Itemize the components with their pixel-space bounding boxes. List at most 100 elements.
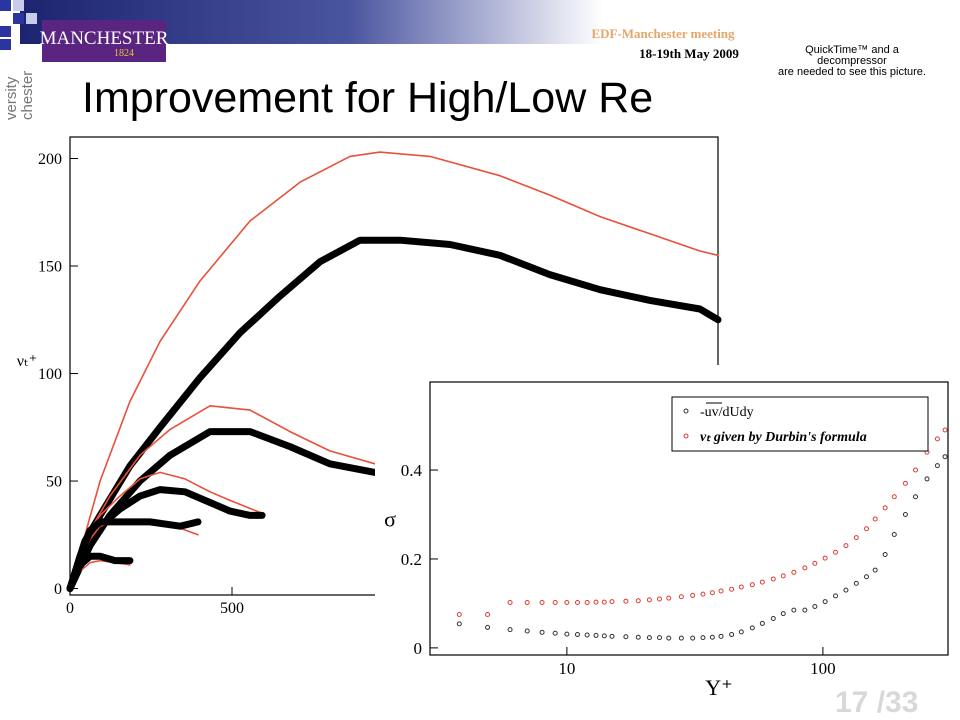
legend-box [671, 396, 929, 452]
quicktime-line: QuickTime™ and a [805, 44, 900, 56]
data-point [690, 592, 696, 598]
data-point [485, 612, 491, 618]
meeting: EDF-Manchester meeting [591, 26, 735, 41]
logo-box [42, 20, 166, 62]
y-tick-label: 100 [38, 366, 62, 383]
data-point [709, 634, 715, 640]
x-tick-label: 0 [66, 600, 74, 617]
series-line [69, 151, 719, 590]
x-tick-label: 500 [220, 600, 244, 617]
data-point [700, 591, 706, 597]
data-point [635, 634, 641, 640]
data-point [718, 588, 724, 594]
data-point [646, 635, 652, 641]
data-point [456, 621, 462, 627]
y-tick-label: 0.4 [401, 461, 423, 480]
data-point [749, 625, 755, 631]
data-point [609, 633, 615, 639]
data-point [678, 635, 684, 641]
data-point [593, 632, 599, 638]
header-bar [20, 0, 960, 44]
data-point [690, 635, 696, 641]
slide-title: Improvement for High/Low Re [82, 74, 653, 122]
data-point [882, 505, 888, 511]
data-point [574, 600, 580, 606]
data-point [666, 595, 672, 601]
data-point [507, 627, 513, 633]
data-point [609, 599, 615, 605]
data-point [593, 599, 599, 605]
data-point [872, 567, 878, 573]
data-point [864, 526, 870, 532]
data-point [913, 494, 919, 500]
y-axis-label: νₜ⁺ [17, 353, 37, 370]
x-axis-label: Y⁺ [705, 675, 733, 700]
side-text: chester [19, 71, 36, 120]
data-point [872, 516, 878, 522]
data-point [601, 633, 607, 639]
data-point [882, 552, 888, 558]
data-point [700, 635, 706, 641]
data-point [791, 607, 797, 613]
data-point [934, 463, 940, 469]
logo-text: MANCHESTER [40, 28, 169, 49]
data-point [759, 579, 765, 585]
data-point [524, 600, 530, 606]
data-point [656, 635, 662, 641]
y-tick-label: 50 [46, 474, 62, 491]
data-point [539, 629, 545, 635]
data-point [913, 467, 919, 473]
data-point [646, 597, 652, 603]
y-tick-label: 200 [38, 151, 62, 168]
data-point [456, 612, 462, 618]
data-point [584, 632, 590, 638]
data-point [812, 604, 818, 610]
data-point [864, 574, 870, 580]
data-point [574, 632, 580, 638]
legend-marker [683, 408, 689, 414]
data-point [738, 629, 744, 635]
corner-squares [0, 0, 37, 50]
data-point [853, 535, 859, 541]
data-point [749, 582, 755, 588]
data-point [942, 454, 948, 460]
x-tick-label: 100 [810, 659, 836, 678]
legend-label: νₜ given by Durbin's formula [700, 430, 867, 445]
logo-year: 1824 [114, 48, 134, 59]
legend-label: -uv/dUdy [700, 405, 754, 420]
data-point [770, 616, 776, 622]
data-point [822, 599, 828, 605]
data-point [709, 590, 715, 596]
y-tick-label: 150 [38, 259, 62, 276]
data-point [780, 573, 786, 579]
y-axis-label: σ [384, 507, 396, 532]
legend-marker [683, 433, 689, 439]
data-point [942, 427, 948, 433]
data-point [718, 633, 724, 639]
data-point [539, 600, 545, 606]
data-point [780, 611, 786, 617]
page-number: 17 /33 [835, 686, 918, 719]
data-point [802, 565, 808, 571]
data-point [729, 586, 735, 592]
data-point [833, 549, 839, 555]
data-point [934, 436, 940, 442]
data-point [729, 632, 735, 638]
data-point [902, 511, 908, 517]
series-line [66, 236, 722, 592]
data-point [485, 624, 491, 630]
data-point [843, 587, 849, 593]
data-point [822, 555, 828, 561]
data-point [902, 480, 908, 486]
data-point [791, 569, 797, 575]
data-point [601, 599, 607, 605]
data-point [924, 476, 930, 482]
inset-chart: 0 0.2 0.4 10 100 σ Y⁺ -uv/dUdy νₜ given by Durbi… [375, 365, 960, 720]
series-line [66, 486, 266, 592]
data-point [843, 543, 849, 549]
data-point [666, 635, 672, 641]
y-tick-label: 0.2 [401, 550, 422, 569]
y-tick-label: 0 [414, 639, 423, 658]
data-point [584, 600, 590, 606]
